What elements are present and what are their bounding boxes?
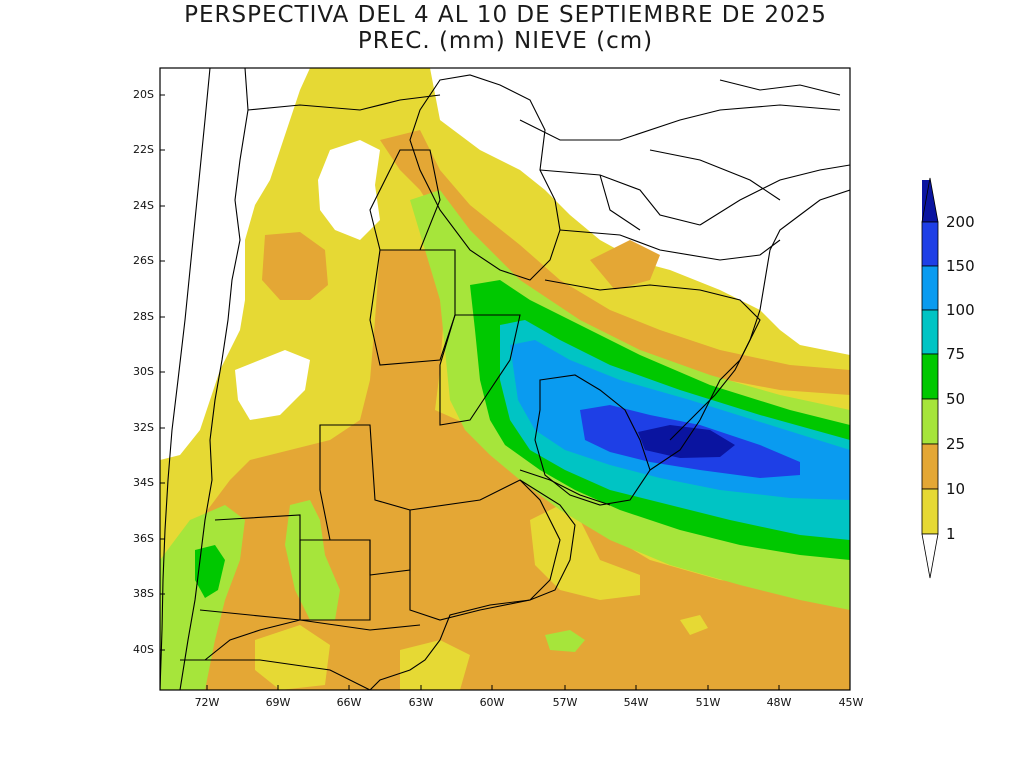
precipitation-field [160, 68, 850, 690]
lat-label: 22S [133, 143, 154, 156]
map-title: PERSPECTIVA DEL 4 AL 10 DE SEPTIEMBRE DE… [184, 2, 827, 28]
legend-label-200: 200 [946, 213, 975, 231]
map-frame [159, 67, 851, 691]
lon-label: 54W [623, 696, 649, 709]
lat-label: 40S [133, 643, 154, 656]
legend-label-75: 75 [946, 345, 966, 363]
legend-label-50: 50 [946, 390, 966, 408]
lat-label: 24S [133, 199, 154, 212]
lon-label: 45W [838, 696, 864, 709]
lat-label: 26S [133, 254, 154, 267]
lat-label: 30S [133, 365, 154, 378]
lat-label: 32S [133, 421, 154, 434]
lat-label: 34S [133, 476, 154, 489]
country-borders [160, 68, 850, 690]
lat-label: 20S [133, 88, 154, 101]
lon-label: 57W [552, 696, 578, 709]
legend-label-100: 100 [946, 301, 975, 319]
lon-label: 72W [194, 696, 220, 709]
lon-label: 69W [265, 696, 291, 709]
lon-label: 63W [408, 696, 434, 709]
lon-label: 60W [479, 696, 505, 709]
legend-colorbar [921, 177, 939, 579]
legend-label-25: 25 [946, 435, 966, 453]
legend-label-10: 10 [946, 480, 966, 498]
map-subtitle: PREC. (mm) NIEVE (cm) [357, 28, 654, 54]
lon-label: 51W [695, 696, 721, 709]
lat-label: 28S [133, 310, 154, 323]
lon-label: 48W [766, 696, 792, 709]
lat-label: 38S [133, 587, 154, 600]
legend-label-150: 150 [946, 257, 975, 275]
lon-label: 66W [336, 696, 362, 709]
legend-label-1: 1 [946, 525, 956, 543]
lat-label: 36S [133, 532, 154, 545]
